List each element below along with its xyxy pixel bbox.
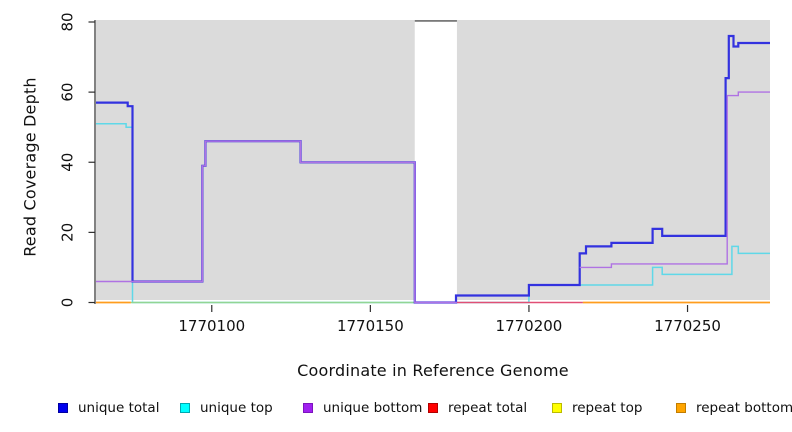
legend-item-repeat-bottom: repeat bottom (676, 399, 792, 416)
series-lines (96, 34, 770, 304)
legend-label: unique top (200, 399, 273, 416)
y-tick-label: 40 (59, 153, 77, 172)
legend-item-unique-top: unique top (180, 399, 273, 416)
x-tick-label: 1770250 (654, 317, 721, 335)
legend-swatch-repeat-bottom (676, 402, 686, 413)
legend-label: repeat total (448, 399, 528, 416)
legend-item-repeat-total: repeat total (428, 399, 528, 416)
legend-item-unique-total: unique total (58, 399, 160, 416)
y-tick-label: 60 (59, 83, 77, 102)
x-tick-label: 1770150 (337, 317, 404, 335)
gap-top-border (414, 20, 457, 22)
x-axis-title: Coordinate in Reference Genome (297, 361, 569, 380)
series-line-unique-bottom (579, 91, 770, 269)
series-line-unique-top (96, 122, 770, 304)
legend-swatch-unique-bottom (303, 402, 313, 413)
legend-swatch-unique-top (180, 402, 190, 413)
legend-label: unique total (78, 399, 160, 416)
legend-swatch-repeat-top (552, 402, 562, 413)
legend-item-unique-bottom: unique bottom (303, 399, 423, 416)
axes (88, 20, 689, 312)
legend-item-repeat-top: repeat top (552, 399, 643, 416)
legend-swatch-unique-total (58, 402, 68, 413)
tick-labels: 1770100 1770150 1770200 1770250 0 20 40 60 80 (59, 12, 721, 335)
y-tick-label: 20 (59, 223, 77, 242)
legend-swatch-repeat-total (428, 402, 438, 413)
legend-label: repeat top (572, 399, 643, 416)
x-tick-label: 1770100 (178, 317, 245, 335)
series-line-unique-bottom (96, 140, 457, 304)
plot-background (96, 20, 770, 300)
y-tick-label: 80 (59, 12, 77, 31)
legend-label: repeat bottom (696, 399, 792, 416)
x-tick-label: 1770200 (496, 317, 563, 335)
legend-label: unique bottom (323, 399, 423, 416)
y-tick-label: 0 (59, 298, 77, 308)
y-axis-title: Read Coverage Depth (20, 77, 40, 257)
